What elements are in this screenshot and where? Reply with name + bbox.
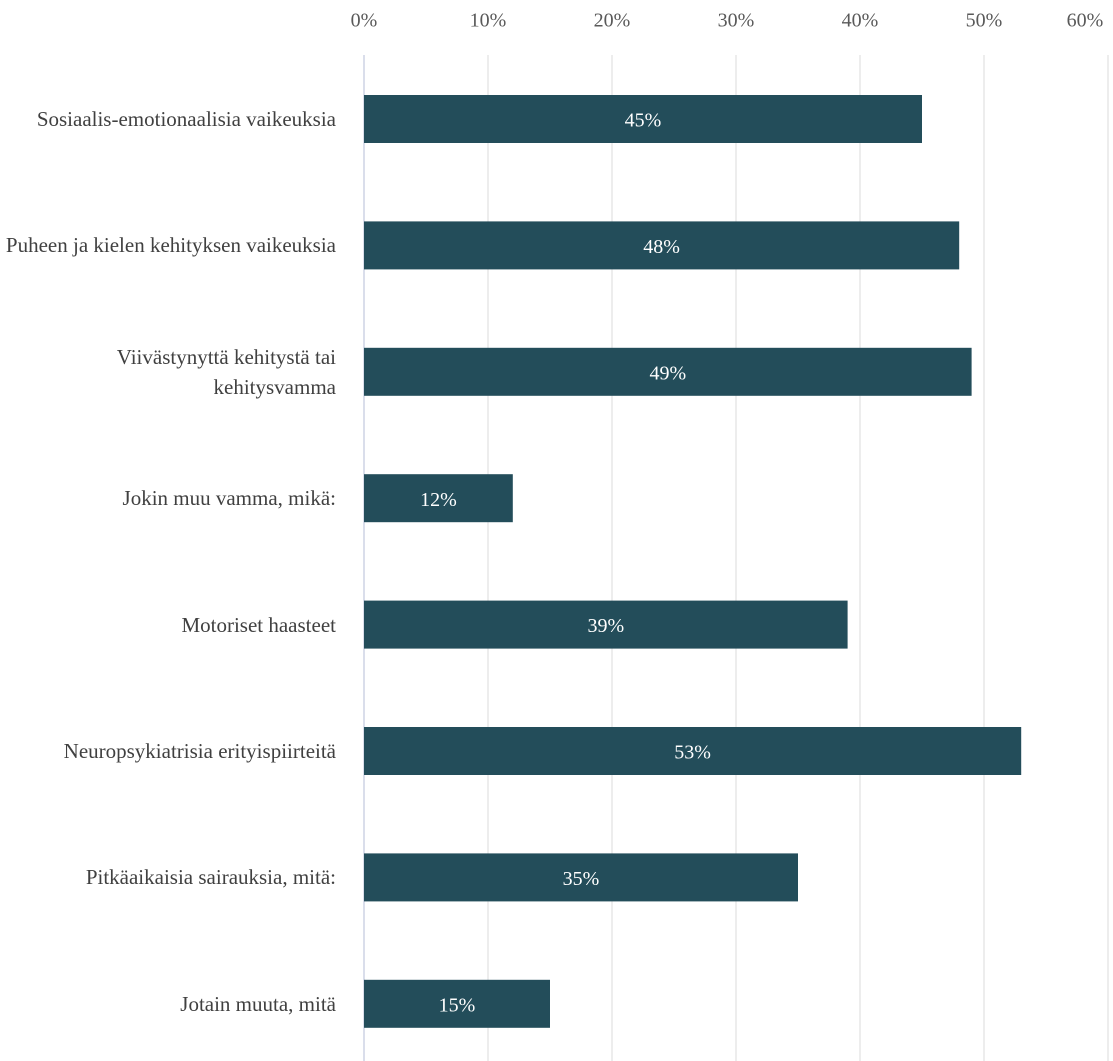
bar — [364, 727, 1022, 775]
bar — [364, 221, 960, 270]
data-label: 48% — [643, 236, 680, 258]
x-tick-label: 40% — [842, 10, 879, 32]
category-label: Jokin muu vamma, mikä: — [122, 486, 336, 511]
category-label: Puheen ja kielen kehityksen vaikeuksia — [5, 233, 336, 258]
x-tick-label: 0% — [351, 10, 378, 32]
category-label: Viivästynyttä kehitystä tai kehitysvamma — [116, 344, 336, 399]
category-label: Neuropsykiatrisia erityispiirteitä — [63, 739, 336, 763]
bar — [364, 853, 798, 902]
category-label: Sosiaalis-emotionaalisia vaikeuksia — [36, 107, 336, 131]
bar — [364, 347, 972, 396]
data-label: 35% — [563, 868, 600, 890]
bar — [364, 95, 922, 143]
category-label: Motoriset haasteet — [181, 612, 336, 637]
x-tick-label: 60% — [1067, 10, 1104, 32]
data-label: 53% — [674, 742, 711, 764]
data-label: 49% — [649, 362, 686, 384]
bar — [364, 474, 513, 523]
x-tick-label: 50% — [966, 10, 1003, 32]
data-label: 39% — [587, 615, 624, 637]
x-tick-label: 20% — [594, 10, 631, 32]
bar — [364, 600, 848, 649]
category-label: Pitkäaikaisia sairauksia, mitä: — [85, 865, 336, 890]
data-label: 45% — [625, 110, 662, 132]
x-tick-label: 10% — [470, 10, 507, 32]
data-label: 12% — [420, 489, 457, 511]
x-tick-label: 30% — [718, 10, 755, 32]
bar — [364, 979, 550, 1028]
category-label: Jotain muuta, mitä — [180, 991, 336, 1016]
data-label: 15% — [439, 994, 476, 1016]
